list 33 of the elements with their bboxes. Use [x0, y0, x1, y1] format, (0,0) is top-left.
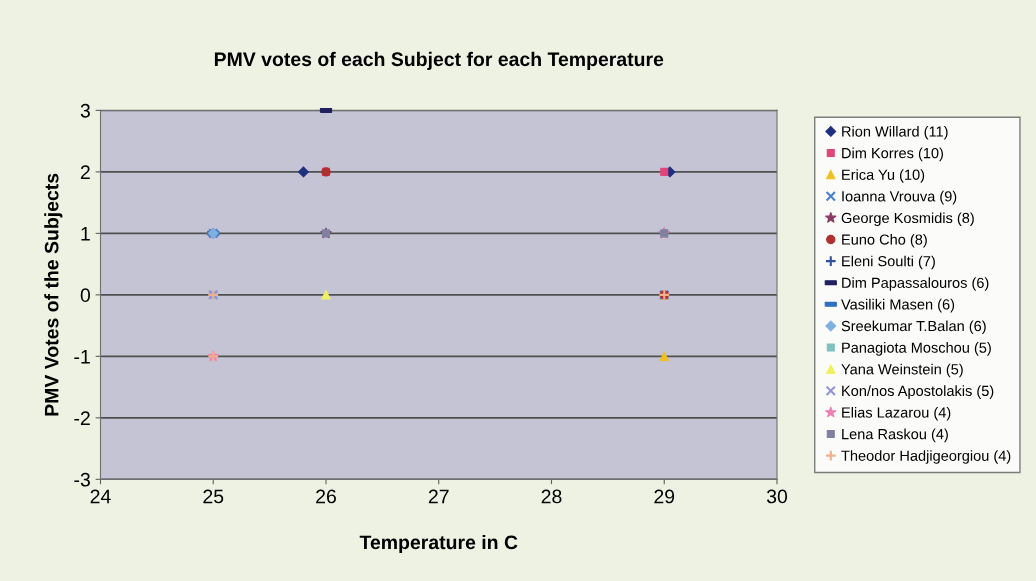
y-tick-label: -2 [74, 411, 90, 425]
legend-label: Theodor Hadjigeorgiou (4) [841, 450, 1011, 464]
y-tick-label: 0 [80, 288, 91, 303]
legend-label: Rion Willard (11) [842, 125, 948, 140]
x-tick-label: 30 [766, 489, 788, 504]
y-tick-label: -3 [74, 472, 90, 487]
x-tick-label: 27 [428, 489, 449, 504]
legend-label: Kon/nos Apostolakis (5) [842, 385, 994, 399]
x-tick-label: 25 [203, 489, 224, 504]
x-tick-label: 24 [90, 489, 111, 504]
y-tick-label: -1 [74, 350, 90, 364]
legend-label: Eleni Soulti (7) [842, 255, 935, 270]
y-axis-title: PMV Votes of the Subjects [44, 173, 63, 416]
legend-label: Vasiliki Masen (6) [841, 298, 955, 313]
legend-label: Panagiota Moschou (5) [842, 342, 991, 356]
legend-label: Yana Weinstein (5) [841, 363, 963, 378]
legend-label: Euno Cho (8) [842, 234, 927, 248]
x-axis-title: Temperature in C [359, 534, 518, 554]
y-tick-label: 1 [81, 227, 90, 241]
legend-label: Lena Raskou (4) [842, 428, 948, 443]
x-tick-label: 28 [541, 489, 562, 504]
legend-label: Elias Lazarou (4) [842, 406, 951, 421]
legend-label: Dim Papassalouros (6) [842, 277, 989, 291]
y-tick-label: 2 [80, 165, 90, 179]
legend-label: Erica Yu (10) [842, 169, 925, 183]
legend-label: Sreekumar T.Balan (6) [841, 320, 986, 335]
legend-label: Dim Korres (10) [842, 147, 943, 162]
legend-label: Ioanna Vrouva (9) [842, 190, 957, 205]
chart-title: PMV votes of each Subject for each Temperature [214, 51, 664, 70]
legend-label: George Kosmidis (8) [841, 212, 974, 226]
y-tick-label: 3 [80, 103, 90, 118]
x-tick-label: 29 [654, 489, 675, 504]
x-tick-label: 26 [316, 489, 336, 504]
